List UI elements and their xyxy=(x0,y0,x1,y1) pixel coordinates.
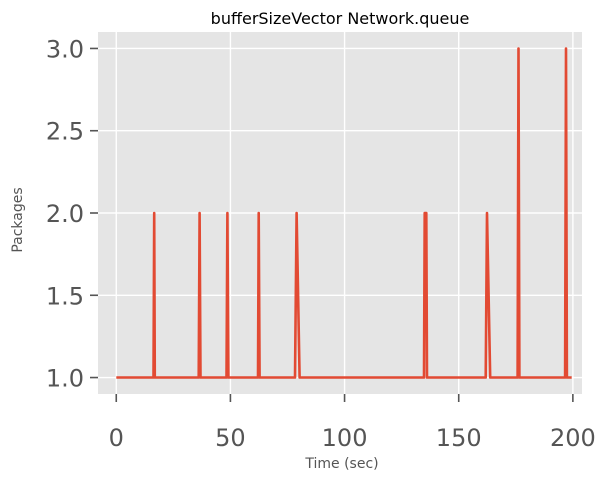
x-tick-label: 0 xyxy=(109,424,124,452)
y-tick-label: 1.5 xyxy=(46,282,84,310)
axis-ticks: 0 50 100 150 200 1.0 1.5 2.0 2.5 3.0 xyxy=(46,35,596,452)
x-tick-label: 150 xyxy=(436,424,482,452)
x-axis-label: Time (sec) xyxy=(304,456,378,472)
x-tick-label: 200 xyxy=(550,424,596,452)
chart-title: bufferSizeVector Network.queue xyxy=(211,9,470,28)
x-tick-label: 100 xyxy=(322,424,368,452)
y-tick-label: 2.5 xyxy=(46,118,84,146)
series-layer xyxy=(116,47,572,379)
y-tick-label: 1.0 xyxy=(46,365,84,393)
y-tick-label: 2.0 xyxy=(46,200,84,228)
x-tick-label: 50 xyxy=(215,424,246,452)
y-tick-label: 3.0 xyxy=(46,35,84,63)
y-axis-label: Packages xyxy=(10,187,26,252)
series-line xyxy=(116,47,572,379)
